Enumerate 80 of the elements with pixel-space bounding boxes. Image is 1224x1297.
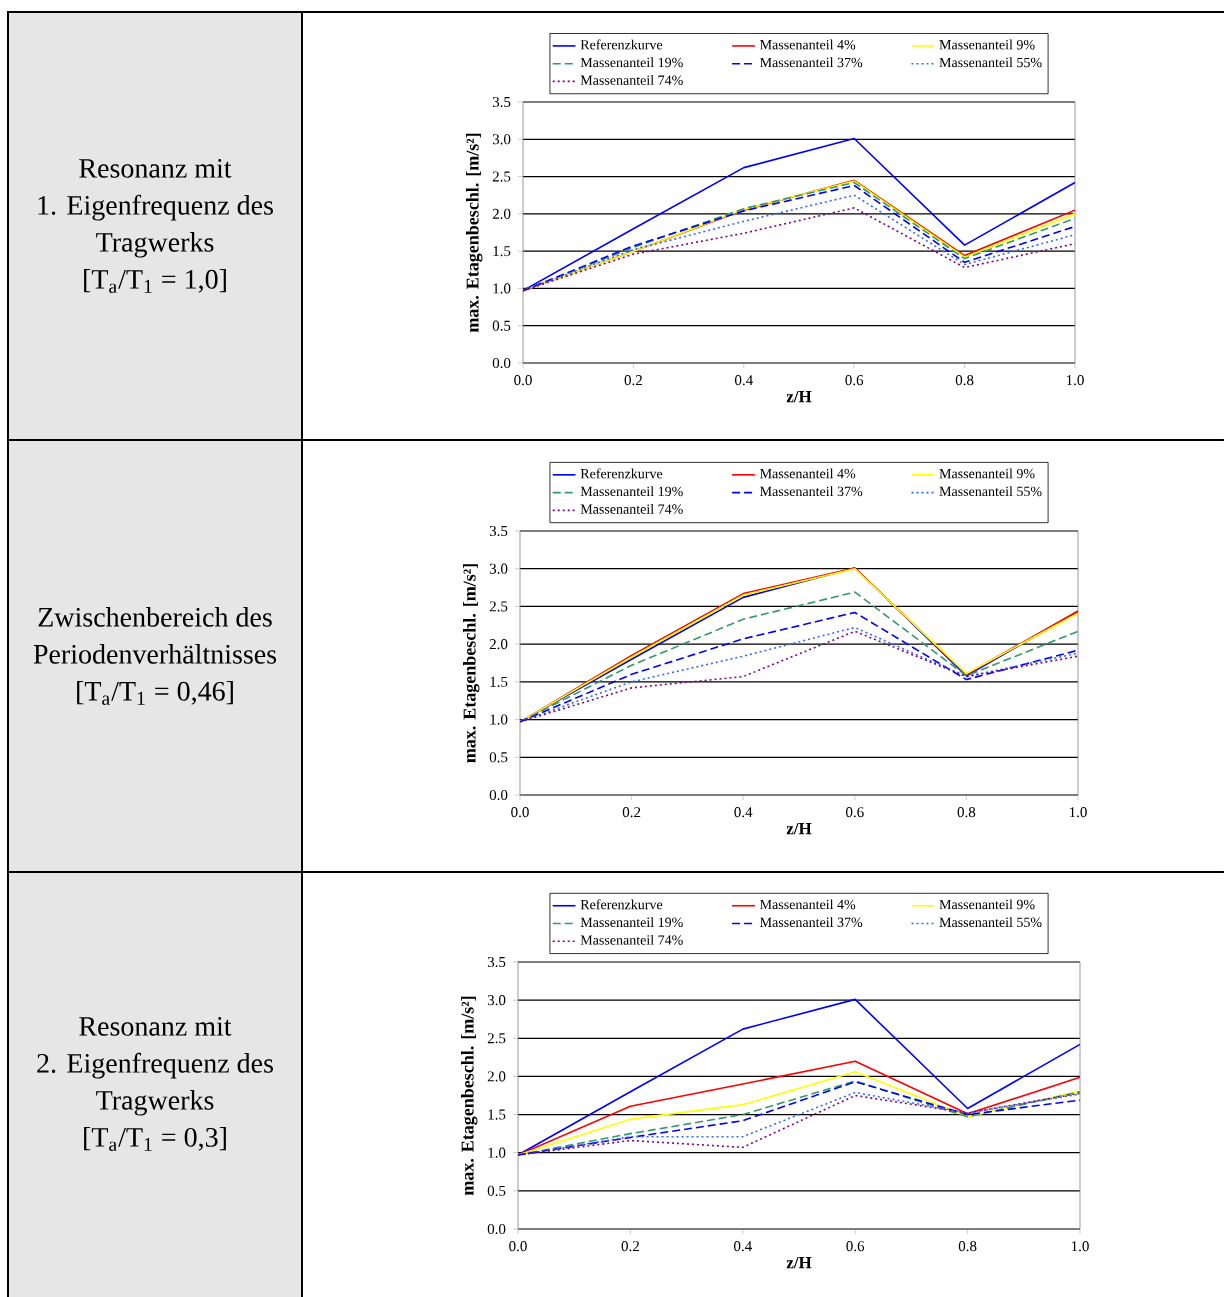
y-tick-label: 0.0 — [492, 357, 511, 369]
x-tick-label: 0.4 — [733, 1241, 752, 1252]
x-tick-label: 1.0 — [1071, 1241, 1089, 1252]
text: 1. Eigenfrequenz des — [38, 194, 273, 221]
y-tick-label: 2.5 — [489, 601, 508, 612]
x-tick-label: 0.0 — [514, 375, 532, 386]
x-tick-label: 0.8 — [957, 807, 976, 818]
y-axis-title: max. Etagenbeschl. [m/s²] — [463, 564, 480, 763]
text: Periodenverhältnisses — [33, 644, 277, 664]
y-tick-label: 1.5 — [488, 1109, 506, 1120]
y-tick-label: 1.0 — [490, 714, 508, 725]
legend-label: Massenanteil 4% — [760, 899, 856, 910]
legend-label: Massenanteil 4% — [760, 468, 856, 479]
legend-label: Referenzkurve — [580, 468, 663, 479]
legend-label: Referenzkurve — [580, 39, 663, 50]
x-tick-label: 0.4 — [734, 375, 753, 386]
x-tick-label: 0.6 — [846, 1241, 865, 1252]
text: [T$_{a}$/T$_{1}$ = 0,3] — [84, 1127, 226, 1152]
legend-label: Massenanteil 55% — [939, 57, 1042, 68]
y-tick-label: 2.5 — [492, 171, 511, 182]
legend-label: Massenanteil 55% — [939, 917, 1042, 928]
x-axis-title: z/H — [786, 390, 812, 403]
legend-label: Massenanteil 19% — [580, 57, 683, 68]
y-tick-label: 2.0 — [489, 639, 508, 650]
text: Tragwerks — [96, 232, 214, 258]
legend-label: Massenanteil 37% — [760, 57, 863, 68]
y-tick-label: 0.5 — [489, 752, 508, 763]
legend-label: Massenanteil 74% — [580, 934, 683, 945]
text: Tragwerks — [96, 1090, 214, 1116]
x-tick-label: 0.8 — [955, 375, 974, 386]
y-tick-label: 1.0 — [493, 283, 511, 294]
y-axis-title: max. Etagenbeschl. [m/s²] — [466, 133, 483, 333]
x-tick-label: 1.0 — [1069, 807, 1087, 818]
text: 2. Eigenfrequenz des — [37, 1052, 273, 1079]
x-axis-title: z/H — [786, 1256, 812, 1269]
legend-label: Massenanteil 9% — [939, 39, 1035, 50]
x-tick-label: 0.6 — [845, 807, 864, 818]
y-tick-label: 2.5 — [487, 1033, 506, 1044]
x-tick-label: 0.6 — [845, 375, 864, 386]
y-tick-label: 0.0 — [489, 789, 508, 801]
x-axis-title: z/H — [786, 822, 812, 835]
y-tick-label: 3.5 — [492, 96, 511, 108]
text: [T$_{a}$/T$_{1}$ = 1,0] — [84, 269, 226, 294]
y-tick-label: 2.0 — [492, 208, 511, 219]
text: [T$_{a}$/T$_{1}$ = 0,46] — [77, 681, 233, 705]
x-tick-label: 1.0 — [1066, 375, 1084, 386]
y-tick-label: 1.5 — [493, 246, 511, 257]
x-tick-label: 0.0 — [511, 807, 529, 818]
legend-label: Massenanteil 37% — [760, 917, 863, 928]
legend-label: Referenzkurve — [580, 899, 663, 910]
x-tick-label: 0.2 — [624, 375, 642, 386]
y-tick-label: 2.0 — [487, 1071, 506, 1082]
text: Resonanz mit — [79, 1016, 232, 1036]
y-tick-label: 3.0 — [487, 995, 506, 1006]
x-tick-label: 0.0 — [509, 1241, 527, 1252]
text: Zwischenbereich des — [38, 607, 272, 627]
y-tick-label: 1.5 — [490, 676, 508, 687]
legend-label: Massenanteil 74% — [580, 503, 683, 514]
legend-label: Massenanteil 55% — [939, 486, 1042, 497]
legend-label: Massenanteil 74% — [580, 75, 683, 85]
x-tick-label: 0.2 — [622, 807, 641, 818]
x-tick-label: 0.2 — [621, 1241, 639, 1252]
y-tick-label: 0.0 — [487, 1223, 506, 1235]
x-tick-label: 0.4 — [734, 807, 753, 818]
legend-label: Massenanteil 9% — [939, 899, 1035, 910]
legend-label: Massenanteil 19% — [580, 917, 683, 928]
legend-label: Massenanteil 9% — [939, 468, 1035, 479]
y-tick-label: 3.0 — [492, 134, 511, 145]
x-tick-label: 0.8 — [958, 1241, 977, 1252]
legend-label: Massenanteil 37% — [760, 486, 863, 497]
y-tick-label: 3.5 — [489, 525, 508, 537]
text: Resonanz mit — [79, 158, 232, 178]
y-tick-label: 3.0 — [489, 563, 508, 574]
y-tick-label: 0.5 — [492, 320, 511, 331]
legend-label: Massenanteil 4% — [760, 39, 856, 50]
legend-label: Massenanteil 19% — [580, 486, 683, 497]
y-tick-label: 0.5 — [487, 1185, 506, 1196]
y-tick-label: 1.0 — [488, 1147, 506, 1158]
y-tick-label: 3.5 — [487, 956, 506, 968]
y-axis-title: max. Etagenbeschl. [m/s²] — [461, 996, 478, 1196]
